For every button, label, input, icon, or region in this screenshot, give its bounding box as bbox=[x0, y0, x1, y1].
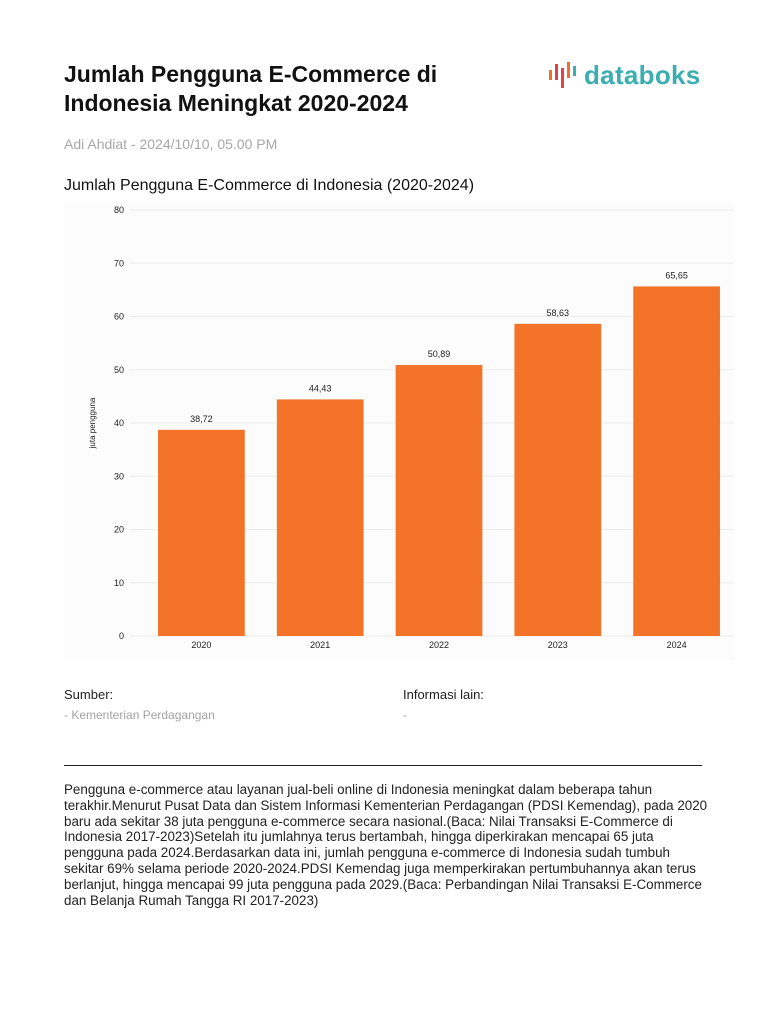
y-tick-label: 30 bbox=[114, 471, 124, 481]
x-tick-label: 2023 bbox=[548, 640, 568, 650]
bar-signal-icon bbox=[549, 62, 576, 88]
bar bbox=[158, 429, 245, 636]
divider bbox=[64, 765, 702, 766]
bar bbox=[276, 399, 364, 636]
x-tick-label: 2024 bbox=[667, 640, 687, 650]
y-tick-label: 60 bbox=[114, 312, 124, 322]
bar bbox=[633, 286, 720, 636]
y-tick-label: 40 bbox=[114, 418, 124, 428]
databoks-logo[interactable]: databoks bbox=[548, 58, 718, 94]
data-label: 50,89 bbox=[428, 349, 451, 359]
article-body: Pengguna e-commerce atau layanan jual-be… bbox=[64, 782, 708, 908]
source-label: Sumber: bbox=[64, 687, 114, 702]
data-label: 44,43 bbox=[309, 383, 332, 393]
x-tick-label: 2021 bbox=[310, 640, 330, 650]
data-label: 38,72 bbox=[190, 414, 213, 424]
y-axis-label: juta pengguna bbox=[88, 397, 97, 449]
data-label: 58,63 bbox=[547, 308, 570, 318]
x-tick-label: 2020 bbox=[191, 640, 211, 650]
y-tick-label: 0 bbox=[119, 631, 124, 641]
y-tick-label: 50 bbox=[114, 365, 124, 375]
y-tick-label: 80 bbox=[114, 205, 124, 215]
bar-chart: 0 10 20 30 40 50 60 70 80 juta pengguna 38,72 2020 4… bbox=[64, 203, 734, 660]
y-tick-label: 20 bbox=[114, 525, 124, 535]
source-value: - Kementerian Perdagangan bbox=[64, 708, 215, 722]
brand-name: databoks bbox=[584, 60, 701, 90]
y-tick-label: 10 bbox=[114, 578, 124, 588]
x-tick-label: 2022 bbox=[429, 640, 449, 650]
info-label: Informasi lain: bbox=[403, 687, 484, 702]
chart-title: Jumlah Pengguna E-Commerce di Indonesia … bbox=[64, 177, 475, 194]
bar bbox=[395, 365, 483, 636]
info-value: - bbox=[403, 708, 407, 722]
article-title: Jumlah Pengguna E-Commerce di Indonesia … bbox=[64, 61, 438, 116]
y-tick-label: 70 bbox=[114, 258, 124, 268]
bar-chart-svg: 0 10 20 30 40 50 60 70 80 juta pengguna 38,72 2020 4… bbox=[64, 203, 734, 660]
bar bbox=[514, 323, 602, 636]
byline: Adi Ahdiat - 2024/10/10, 05.00 PM bbox=[64, 136, 278, 152]
data-label: 65,65 bbox=[665, 270, 688, 280]
